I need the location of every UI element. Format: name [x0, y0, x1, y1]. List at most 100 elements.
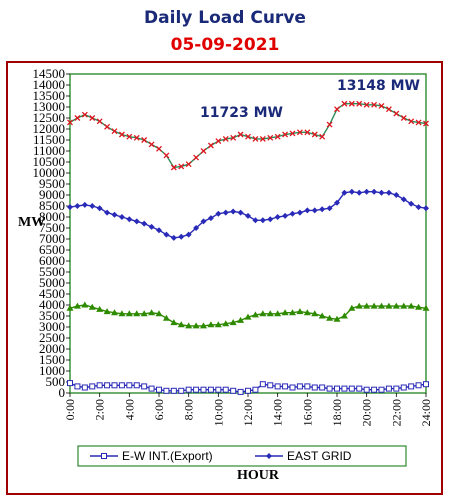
data-point [356, 189, 363, 196]
data-point [356, 100, 363, 107]
data-point [400, 302, 408, 309]
data-point [371, 386, 378, 393]
data-point [148, 309, 156, 316]
data-point [385, 302, 393, 309]
data-point [282, 383, 289, 390]
data-point [74, 203, 81, 209]
data-point [156, 145, 162, 152]
data-point [333, 315, 341, 322]
y-tick-label: 500 [46, 374, 66, 389]
data-point [141, 383, 148, 390]
data-point [408, 200, 415, 207]
data-point [81, 384, 88, 391]
data-point [303, 309, 311, 316]
data-point [118, 131, 125, 138]
x-tick-label: 2:00 [93, 399, 107, 420]
data-point [274, 383, 281, 390]
data-point [400, 384, 407, 391]
y-tick-label: 12500 [33, 110, 66, 125]
data-point [237, 209, 244, 216]
data-point [363, 188, 370, 195]
data-point [259, 310, 267, 317]
data-point [334, 199, 340, 206]
data-point [104, 209, 111, 216]
y-tick-label: 3500 [39, 308, 65, 323]
data-point [170, 387, 177, 394]
data-point [334, 385, 340, 392]
y-tick-label: 7000 [39, 231, 65, 246]
data-point [244, 313, 252, 320]
data-point [207, 215, 214, 222]
data-point [356, 385, 363, 392]
data-point [193, 225, 200, 231]
data-point [163, 387, 170, 394]
data-point [140, 310, 148, 317]
data-point [162, 314, 170, 321]
data-point [170, 319, 178, 326]
y-tick-label: 2500 [39, 330, 65, 345]
data-point [192, 322, 200, 329]
data-point [393, 192, 400, 198]
data-point [296, 383, 303, 390]
data-point [103, 308, 111, 315]
y-tick-label: 4500 [39, 286, 65, 301]
data-point [259, 135, 266, 142]
data-point [81, 301, 89, 308]
data-point [393, 385, 400, 392]
data-point [67, 119, 73, 126]
data-point [326, 385, 333, 392]
data-point [274, 133, 281, 140]
data-point [289, 309, 296, 316]
y-tick-label: 1000 [39, 363, 65, 378]
data-point [230, 387, 237, 394]
data-point [230, 208, 237, 215]
data-point [267, 134, 274, 141]
data-point [378, 189, 385, 196]
data-point [96, 305, 104, 312]
data-point [311, 131, 318, 138]
data-point [274, 310, 282, 317]
data-point [200, 148, 207, 154]
data-point [311, 384, 318, 391]
data-point [237, 316, 245, 323]
y-tick-label: 2000 [39, 341, 65, 356]
data-point [296, 308, 304, 315]
data-point [334, 106, 340, 113]
data-point [96, 382, 103, 389]
data-point [266, 453, 272, 459]
x-tick-label: 24:00 [419, 399, 433, 426]
ew-export-series [67, 380, 429, 395]
data-point [363, 302, 371, 309]
data-point [126, 216, 133, 223]
legend-label: EAST GRID [287, 449, 352, 463]
data-point [385, 106, 392, 113]
x-tick-label: 16:00 [300, 399, 314, 426]
data-point [81, 111, 88, 118]
data-point [340, 312, 348, 319]
data-point [125, 310, 133, 317]
data-point [215, 138, 222, 145]
data-point [178, 233, 185, 240]
y-tick-label: 0 [59, 385, 66, 400]
y-tick-label: 9000 [39, 187, 65, 202]
data-point [170, 234, 177, 241]
data-point [326, 205, 333, 212]
data-point [200, 218, 207, 225]
data-point [148, 385, 155, 392]
y-tick-label: 9500 [39, 176, 65, 191]
data-point [156, 227, 162, 234]
plot-area [69, 73, 427, 394]
data-point [73, 302, 81, 309]
data-point [296, 209, 303, 216]
y-tick-label: 4000 [39, 297, 65, 312]
data-point [104, 123, 111, 130]
data-point [178, 163, 185, 170]
data-point [88, 303, 96, 310]
data-point [118, 382, 125, 389]
x-axis-label: HOUR [237, 468, 280, 483]
y-tick-label: 5000 [39, 275, 65, 290]
data-point [415, 303, 423, 310]
data-point [177, 321, 185, 328]
data-point [200, 322, 207, 329]
data-point [281, 309, 289, 316]
